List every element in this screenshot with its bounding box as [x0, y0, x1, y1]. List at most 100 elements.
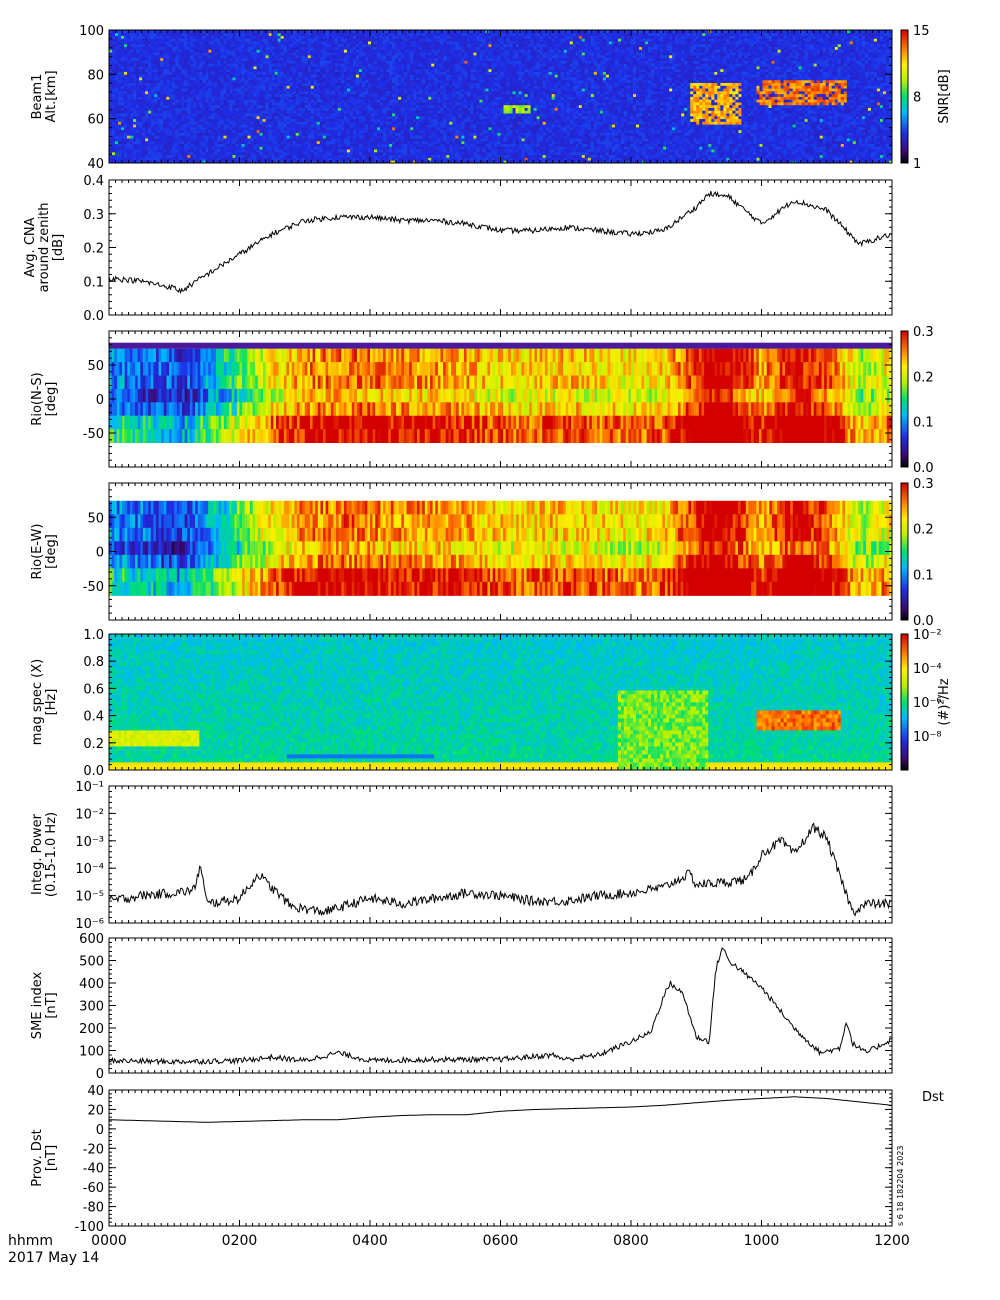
snr-cell — [121, 143, 125, 147]
snr-cell — [142, 124, 146, 128]
snr-cell — [223, 90, 227, 95]
snr-cell — [169, 41, 173, 45]
snr-cell — [295, 54, 300, 59]
snr-cell — [307, 35, 312, 39]
snr-cell — [265, 43, 270, 48]
snr-cell — [286, 143, 291, 147]
snr-cell — [226, 151, 230, 156]
snr-cell — [241, 140, 245, 145]
snr-cell — [325, 102, 330, 106]
snr-cell — [316, 49, 321, 53]
snr-cell — [355, 90, 360, 95]
snr-cell — [289, 88, 294, 92]
snr-cell — [250, 135, 254, 139]
snr-cell — [364, 151, 369, 156]
snr-cell — [196, 121, 200, 125]
snr-cell — [334, 126, 339, 131]
snr-cell — [184, 46, 188, 50]
snr-cell — [292, 102, 297, 106]
snr-cell — [374, 57, 378, 61]
snr-cell — [274, 32, 279, 36]
snr-cell — [280, 52, 285, 56]
snr-cell — [389, 149, 393, 153]
snr-cell — [352, 49, 357, 53]
snr-cell — [247, 146, 251, 150]
snr-cell — [148, 52, 152, 56]
snr-cell — [286, 66, 291, 70]
snr-cell — [346, 143, 351, 147]
snr-cell — [328, 74, 333, 78]
snr-cell — [383, 99, 387, 103]
snr-cell — [292, 140, 297, 145]
snr-cell — [340, 115, 345, 120]
snr-cell — [268, 77, 273, 81]
snr-cell — [235, 115, 239, 120]
snr-cell — [139, 38, 143, 42]
snr-cell — [319, 54, 324, 59]
snr-cell — [407, 115, 411, 120]
snr-cell — [235, 121, 239, 125]
snr-cell — [190, 138, 194, 142]
snr-cell — [208, 46, 212, 50]
snr-cell — [358, 138, 363, 142]
snr-cell — [395, 71, 399, 75]
snr-cell — [190, 102, 194, 106]
snr-cell — [151, 138, 155, 142]
snr-cell — [256, 135, 260, 139]
snr-cell — [133, 118, 137, 122]
snr-cell — [358, 77, 363, 81]
snr-cell — [238, 104, 242, 108]
snr-cell — [292, 126, 297, 131]
snr-cell — [286, 113, 291, 117]
snr-cell — [274, 90, 279, 95]
snr-cell — [262, 129, 266, 133]
snr-cell — [325, 118, 330, 122]
snr-cell — [352, 102, 357, 106]
snr-cell — [310, 77, 315, 81]
snr-cell — [265, 102, 270, 106]
snr-cell — [151, 154, 155, 158]
snr-cell — [115, 60, 119, 64]
snr-cell — [407, 157, 411, 161]
snr-cell — [316, 54, 321, 59]
snr-cell — [313, 132, 318, 136]
snr-cell — [271, 90, 276, 95]
snr-cell — [386, 146, 390, 150]
snr-cell — [346, 121, 351, 125]
snr-cell — [337, 121, 342, 125]
snr-cell — [322, 110, 327, 114]
snr-cell — [127, 143, 131, 147]
snr-cell — [223, 57, 227, 61]
snr-cell — [322, 82, 327, 86]
snr-cell — [241, 160, 245, 164]
snr-cell — [271, 63, 276, 67]
snr-cell — [340, 57, 345, 61]
snr-cell — [377, 66, 381, 70]
snr-cell — [247, 82, 251, 86]
snr-cell — [277, 129, 282, 133]
snr-cell — [226, 57, 230, 61]
snr-cell — [232, 129, 236, 133]
snr-cell — [145, 160, 149, 164]
snr-cell — [289, 60, 294, 64]
snr-cell — [142, 54, 146, 59]
snr-cell — [118, 149, 122, 153]
snr-cell — [367, 146, 372, 150]
snr-cell — [319, 146, 324, 150]
snr-cell — [283, 66, 288, 70]
snr-cell — [223, 46, 227, 50]
snr-cell — [310, 49, 315, 53]
snr-cell — [169, 43, 173, 48]
snr-cell — [235, 104, 239, 108]
snr-cell — [232, 38, 236, 42]
snr-cell — [259, 96, 263, 100]
snr-cell — [265, 104, 270, 108]
snr-cell — [247, 104, 251, 108]
snr-cell — [343, 46, 348, 50]
snr-cell — [325, 157, 330, 161]
snr-cell — [349, 54, 354, 59]
snr-cell — [413, 38, 417, 42]
snr-cell — [229, 85, 233, 89]
snr-cell — [112, 115, 116, 120]
snr-cell — [121, 140, 125, 145]
